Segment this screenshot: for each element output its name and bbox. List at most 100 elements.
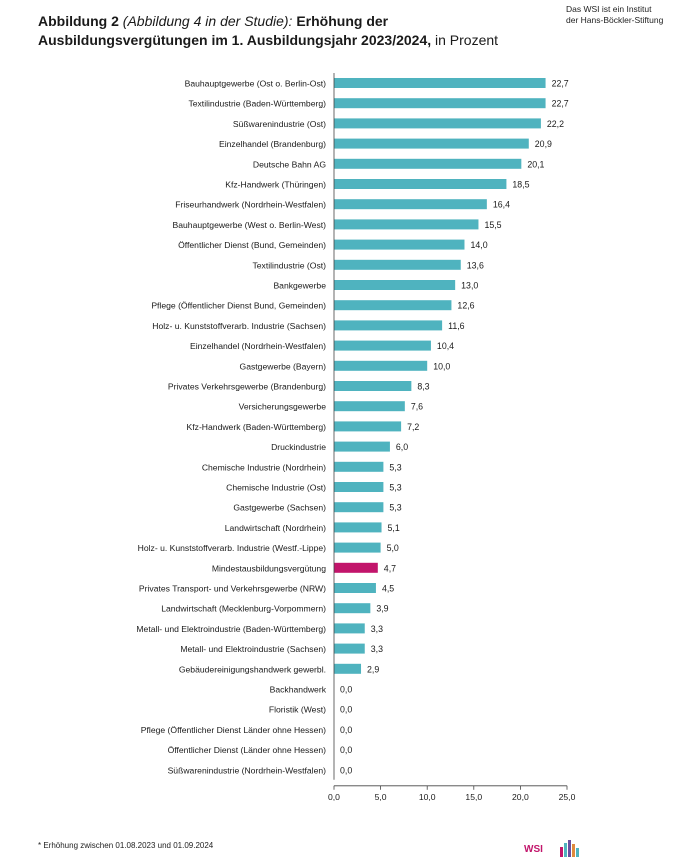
title-study-reference: (Abbildung 4 in der Studie): [122,13,293,29]
bar [334,583,376,593]
category-label: Öffentlicher Dienst (Länder ohne Hessen) [168,745,327,755]
category-label: Kfz-Handwerk (Baden-Württemberg) [187,422,327,432]
category-label: Holz- u. Kunststoffverarb. Industrie (Sa… [152,321,326,331]
value-label: 0,0 [340,765,352,775]
bar [334,623,365,634]
bar [334,158,522,169]
category-label: Mindestausbildungsvergütung [212,563,326,573]
bar [334,138,529,149]
category-label: Einzelhandel (Nordrhein-Westfalen) [190,341,326,351]
bar [334,421,402,432]
title-figure-number: Abbildung 2 [38,13,119,29]
bar [334,78,546,88]
title-main: Erhöhung der Ausbildungsvergütungen im 1… [38,13,432,48]
value-label: 5,3 [389,503,401,513]
bar [334,239,465,250]
bar [334,360,428,371]
value-label: 13,0 [461,281,478,291]
bar [334,320,443,331]
bars-group: Bauhauptgewerbe (Ost o. Berlin-Ost) 22,7 T… [136,78,569,775]
value-label: 3,3 [371,644,383,654]
category-label: Metall- und Elektroindustrie (Sachsen) [180,644,326,654]
bar [334,280,456,290]
bar [334,259,461,270]
value-label: 15,5 [484,220,501,230]
value-label: 5,0 [387,543,399,553]
x-tick-label: 0,0 [328,792,340,802]
value-label: 4,7 [384,563,396,573]
value-label: 18,5 [512,180,529,190]
value-label: 0,0 [340,685,352,695]
x-axis: 0,0 5,0 10,0 15,0 20,0 25,0 [328,73,576,802]
category-label: Holz- u. Kunststoffverarb. Industrie (We… [138,543,326,553]
bar [334,199,487,210]
category-label: Bauhauptgewerbe (Ost o. Berlin-Ost) [185,79,327,89]
bar-chart: Bauhauptgewerbe (Ost o. Berlin-Ost) 22,7 T… [136,73,576,802]
category-label: Pflege (Öffentlicher Dienst Bund, Gemein… [151,301,326,311]
value-label: 22,2 [547,119,564,129]
bar [334,502,384,513]
bar [334,98,546,109]
bar [334,118,541,129]
value-label: 10,4 [437,341,454,351]
category-label: Metall- und Elektroindustrie (Baden-Würt… [136,624,326,634]
bar [334,179,507,189]
category-label: Textilindustrie (Ost) [252,260,326,270]
bar [334,663,362,674]
value-label: 2,9 [367,664,379,674]
x-tick-label: 15,0 [465,792,482,802]
x-tick-label: 10,0 [419,792,436,802]
category-label: Öffentlicher Dienst (Bund, Gemeinden) [178,240,326,250]
institute-line-2: der Hans-Böckler-Stiftung [566,15,664,25]
value-label: 13,6 [467,260,484,270]
bar [334,340,431,351]
category-label: Gastgewerbe (Bayern) [240,361,327,371]
value-label: 3,9 [376,604,388,614]
category-label: Friseurhandwerk (Nordrhein-Westfalen) [175,200,326,210]
bar [334,441,390,452]
value-label: 5,3 [389,483,401,493]
footnote: * Erhöhung zwischen 01.08.2023 und 01.09… [38,841,214,850]
bar [334,381,412,391]
category-label: Einzelhandel (Brandenburg) [219,139,326,149]
wsi-logo: WSI [524,840,579,857]
value-label: 20,9 [535,139,552,149]
category-label: Gebäudereinigungshandwerk gewerbl. [179,664,326,674]
value-label: 8,3 [417,382,429,392]
bar [334,542,381,553]
category-label: Kfz-Handwerk (Thüringen) [225,180,326,190]
bar [334,461,384,472]
value-label: 3,3 [371,624,383,634]
bar [334,562,378,573]
value-label: 22,7 [552,99,569,109]
bar [334,643,365,654]
value-label: 11,6 [448,321,465,331]
value-label: 7,2 [407,422,419,432]
bar [334,482,384,492]
category-label: Privates Verkehrsgewerbe (Brandenburg) [168,382,326,392]
value-label: 5,1 [388,523,400,533]
category-label: Deutsche Bahn AG [253,159,326,169]
category-label: Süßwarenindustrie (Ost) [233,119,326,129]
x-tick-label: 5,0 [375,792,387,802]
category-label: Pflege (Öffentlicher Dienst Länder ohne … [141,725,326,735]
category-label: Floristik (West) [269,705,326,715]
value-label: 16,4 [493,200,510,210]
category-label: Gastgewerbe (Sachsen) [233,503,326,513]
value-label: 7,6 [411,402,423,412]
category-label: Chemische Industrie (Nordrhein) [202,462,326,472]
chart-title: Abbildung 2 (Abbildung 4 in der Studie):… [38,12,558,50]
category-label: Privates Transport- und Verkehrsgewerbe … [139,584,326,594]
category-label: Versicherungsgewerbe [239,402,327,412]
bar [334,219,479,230]
x-tick-label: 20,0 [512,792,529,802]
category-label: Landwirtschaft (Nordrhein) [225,523,326,533]
bar [334,401,405,412]
category-label: Landwirtschaft (Mecklenburg-Vorpommern) [161,604,326,614]
bar [334,300,452,311]
value-label: 14,0 [470,240,487,250]
category-label: Backhandwerk [270,685,327,695]
category-label: Druckindustrie [271,442,326,452]
x-tick-label: 25,0 [559,792,576,802]
value-label: 22,7 [552,79,569,89]
